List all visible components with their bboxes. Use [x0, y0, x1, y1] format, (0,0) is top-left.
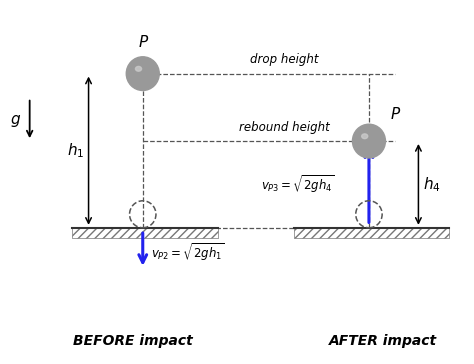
Text: $h_4$: $h_4$ — [423, 175, 440, 194]
Ellipse shape — [362, 134, 368, 139]
Text: $h_1$: $h_1$ — [67, 141, 84, 160]
Ellipse shape — [136, 66, 142, 71]
Ellipse shape — [353, 124, 385, 158]
Text: $v_{P2} = \sqrt{2gh_1}$: $v_{P2} = \sqrt{2gh_1}$ — [151, 241, 225, 263]
Text: BEFORE impact: BEFORE impact — [73, 334, 193, 348]
Text: AFTER impact: AFTER impact — [329, 334, 437, 348]
Text: rebound height: rebound height — [239, 121, 329, 134]
Ellipse shape — [126, 57, 159, 91]
Text: g: g — [11, 112, 20, 127]
Text: drop height: drop height — [250, 54, 319, 66]
Text: P: P — [391, 107, 401, 122]
Text: P: P — [138, 35, 147, 50]
Text: $v_{P3} = \sqrt{2gh_4}$: $v_{P3} = \sqrt{2gh_4}$ — [261, 174, 334, 195]
